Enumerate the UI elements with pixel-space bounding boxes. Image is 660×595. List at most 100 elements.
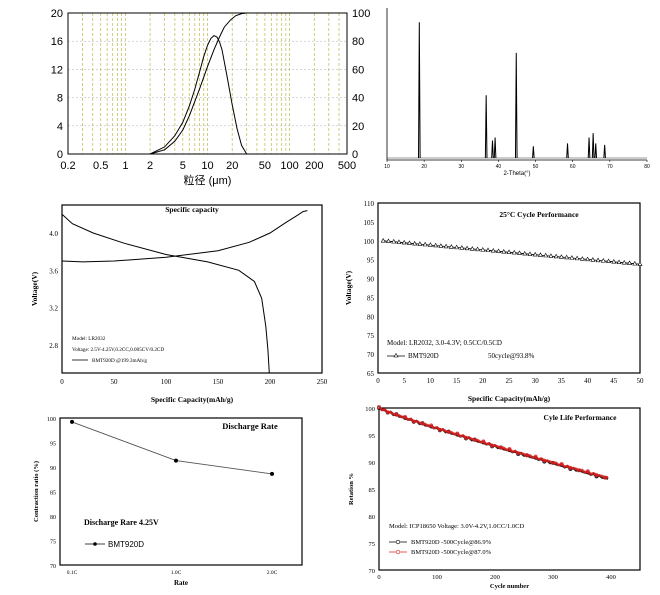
legend-marker (395, 549, 401, 555)
data-marker (532, 251, 538, 257)
data-marker (396, 239, 402, 244)
data-marker (490, 247, 496, 253)
x-tick-label: 20 (421, 164, 427, 170)
plot-frame (59, 417, 303, 566)
peak (603, 144, 606, 159)
data-marker (459, 245, 465, 250)
data-marker (438, 243, 444, 248)
x-axis-label: 2-Theta(°) (503, 171, 530, 177)
data-marker (551, 461, 555, 465)
data-marker (637, 261, 643, 266)
specific-capacity-chart: 0 50 100 150 200 250 2.8 3.2 3.6 4.0 Specific capa… (0, 195, 335, 410)
y-tick-label: 70 (369, 568, 376, 575)
x-tick-label: 15 (453, 377, 461, 385)
data-marker (558, 254, 564, 259)
x-tick-label: 400 (606, 574, 616, 581)
x-tick-label: 30 (532, 377, 540, 385)
data-marker (507, 447, 512, 451)
x-tick-label: 10 (384, 164, 390, 170)
legend-series: BMT920D (408, 352, 439, 360)
x-axis-label: Specific Capacity(mAh/g) (468, 394, 551, 403)
legend-series: BMT920D @199.3mAh/g (92, 358, 147, 364)
y2-tick-label: 0 (352, 149, 358, 161)
series-line (383, 240, 641, 265)
x-tick-label: 40 (584, 377, 592, 385)
data-marker (429, 423, 434, 428)
x-tick-label: 80 (644, 164, 650, 170)
peak (587, 137, 591, 159)
y-axis-label: Contraction ratio (%) (33, 461, 40, 522)
y-tick-label: 100 (47, 417, 56, 423)
x-tick-label: 50 (637, 377, 645, 385)
x-tick-label: 100 (280, 160, 298, 172)
data-marker (446, 430, 451, 434)
x-tick-label: 5 (180, 160, 186, 172)
y-tick-label: 3.6 (49, 267, 58, 275)
data-marker (524, 453, 529, 458)
chart-title: Discharge Rate (222, 421, 278, 431)
y-tick-label: 2.8 (49, 342, 58, 350)
data-marker (490, 443, 495, 448)
y-tick-label: 95 (369, 433, 376, 440)
x-axis-label: Specific Capacity(mAh/g) (151, 395, 234, 404)
x-tick-label: 1 (122, 160, 128, 172)
x-tick-label: 0.1C (67, 570, 78, 576)
plot-frame (377, 202, 641, 374)
data-marker (632, 260, 638, 266)
legend-marker (93, 542, 97, 546)
data-marker (485, 247, 491, 253)
data-marker (377, 405, 381, 409)
discharge-line (61, 213, 270, 374)
x-axis-label: Rate (174, 579, 188, 587)
y-tick-label: 85 (50, 491, 56, 497)
x-tick-label: 2.0C (267, 570, 278, 576)
data-marker (616, 259, 622, 264)
data-marker (611, 258, 617, 264)
data-marker (391, 238, 397, 244)
y-tick-label: 90 (50, 466, 56, 472)
x-tick-label: 200 (265, 378, 276, 386)
data-marker (594, 473, 599, 477)
data-marker (501, 248, 507, 254)
data-marker (516, 250, 522, 255)
peak (532, 146, 535, 159)
data-marker (553, 253, 559, 259)
data-marker (522, 250, 528, 256)
data-marker (422, 241, 428, 247)
x-tick-label: 35 (558, 377, 566, 385)
data-marker (401, 239, 407, 245)
data-marker (394, 412, 399, 417)
data-marker (403, 414, 408, 419)
data-marker (621, 259, 627, 265)
y-tick-label: 65 (367, 370, 375, 378)
y-tick-label: 80 (367, 313, 375, 321)
data-marker (380, 237, 386, 243)
y2-tick-label: 40 (352, 93, 364, 105)
data-marker (574, 255, 580, 261)
data-marker (420, 421, 425, 426)
x-tick-label: 0 (377, 574, 380, 581)
x-tick-label: 40 (496, 164, 502, 170)
data-marker (496, 248, 502, 253)
data-marker (537, 252, 543, 257)
data-marker (498, 445, 503, 450)
x-tick-label: 50 (111, 378, 119, 386)
x-tick-label: 20 (479, 377, 487, 385)
data-marker (595, 257, 601, 263)
distribution-line (149, 35, 248, 155)
x-tick-label: 2 (147, 160, 153, 172)
y2-tick-label: 60 (352, 64, 364, 76)
data-marker (543, 252, 549, 258)
data-point (270, 471, 274, 476)
chart-title: Specific capacity (165, 205, 219, 214)
data-marker (542, 458, 547, 463)
x-tick-label: 0.2 (60, 160, 75, 172)
legend-model: Model: LR2032 (72, 336, 106, 342)
legend-value: 50cycle@93.8% (488, 352, 534, 360)
data-marker (590, 257, 596, 262)
chart-title: 25°C Cycle Performance (499, 210, 579, 219)
data-marker (385, 410, 390, 415)
legend-series: BMT920D -500Cycle@86.9% (411, 539, 492, 546)
y-tick-label: 3.2 (49, 305, 58, 313)
y-tick-label: 70 (367, 351, 375, 359)
